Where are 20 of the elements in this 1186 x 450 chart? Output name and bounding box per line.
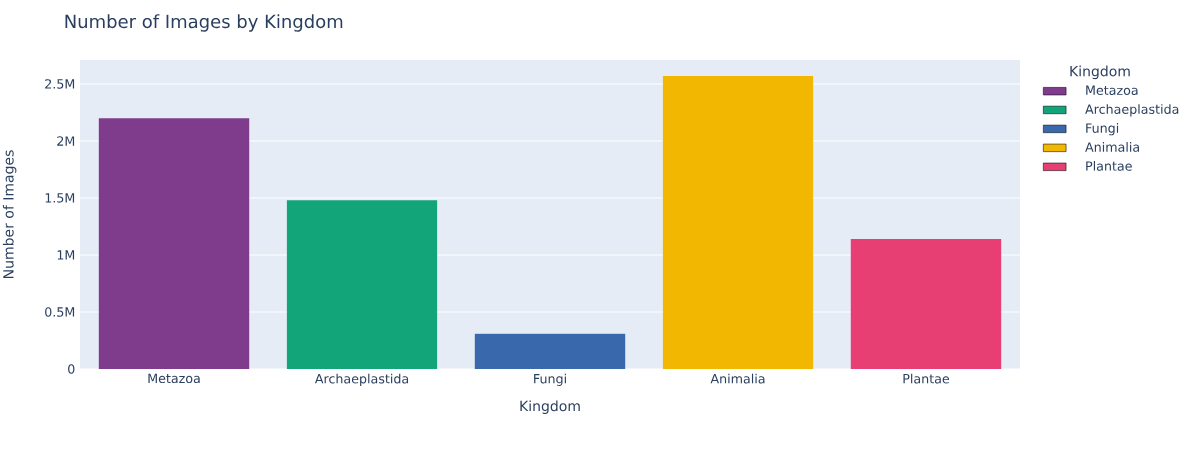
chart-title: Number of Images by Kingdom <box>65 14 343 32</box>
y-tick-label: 1M <box>57 250 75 260</box>
x-tick-label: Metazoa <box>148 373 200 384</box>
legend-label: Animalia <box>1085 142 1139 152</box>
y-axis-title: Number of Images <box>2 150 17 278</box>
x-axis-title: Kingdom <box>520 400 580 414</box>
legend-label: Fungi <box>1086 123 1119 136</box>
x-tick-label: Plantae <box>903 373 950 384</box>
legend-label: Metazoa <box>1086 85 1138 95</box>
y-tick-label: 0.5M <box>45 307 75 317</box>
y-tick-label: 0 <box>68 364 75 374</box>
y-tick-label: 1.5M <box>45 193 75 203</box>
x-tick-label: Archaeplastida <box>314 373 409 386</box>
y-tick-label: 2M <box>57 136 75 146</box>
y-tick-label: 2.5M <box>45 79 75 89</box>
legend-title: Kingdom <box>1070 65 1130 80</box>
legend-label: Plantae <box>1086 161 1132 171</box>
legend-label: Archaeplastida <box>1085 104 1179 117</box>
x-tick-label: Fungi <box>534 373 566 386</box>
x-tick-label: Animalia <box>710 373 765 384</box>
